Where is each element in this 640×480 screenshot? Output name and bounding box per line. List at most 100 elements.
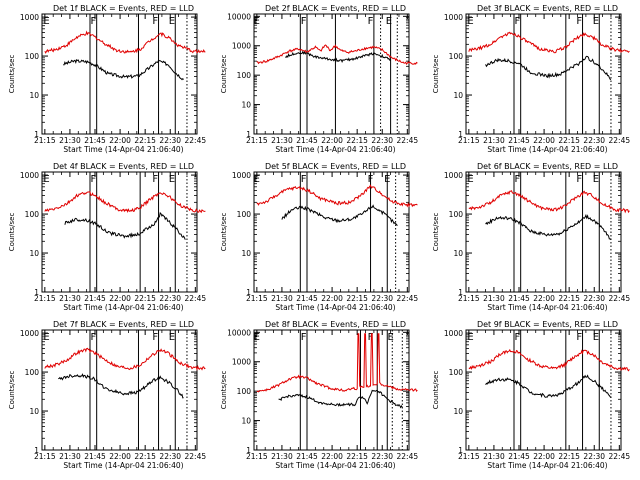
chart-title: Det 9f BLACK = Events, RED = LLD xyxy=(477,320,618,329)
plot-frame xyxy=(41,329,198,451)
y-tick-label: 1000 xyxy=(232,171,251,180)
y-axis-label: Counts/sec xyxy=(432,55,440,94)
segment-letter: E xyxy=(593,332,599,343)
y-axis-label: Counts/sec xyxy=(220,371,228,410)
x-tick-label: 21:15 xyxy=(246,452,268,461)
lld-series-line xyxy=(468,190,630,214)
lld-series-line xyxy=(256,44,418,66)
chart-title: Det 2f BLACK = Events, RED = LLD xyxy=(265,4,406,13)
segment-letter: E xyxy=(254,332,260,343)
y-axis-label: Counts/sec xyxy=(8,55,16,94)
x-tick-label: 21:45 xyxy=(296,136,318,145)
y-tick-label: 100 xyxy=(25,210,40,219)
x-tick-label: 21:30 xyxy=(271,452,293,461)
segment-letter: E xyxy=(43,16,49,27)
x-tick-label: 22:00 xyxy=(109,136,131,145)
x-tick-label: 22:45 xyxy=(397,136,419,145)
segment-letter: E xyxy=(467,174,473,185)
segment-letter: F xyxy=(576,174,582,185)
events-series-line xyxy=(63,58,184,81)
plot-frame xyxy=(41,171,198,293)
x-tick-label: 21:15 xyxy=(34,452,56,461)
detector-chart-8: Det 8f BLACK = Events, RED = LLD Counts/s… xyxy=(220,320,418,470)
x-tick-label: 21:15 xyxy=(34,136,56,145)
segment-letter: E xyxy=(386,16,392,27)
x-tick-label: 21:30 xyxy=(59,136,81,145)
x-tick-label: 21:45 xyxy=(84,136,106,145)
y-tick-label: 1000 xyxy=(444,329,463,338)
x-tick-label: 21:30 xyxy=(483,452,505,461)
y-tick-label: 10 xyxy=(29,249,39,258)
x-tick-label: 22:30 xyxy=(583,136,605,145)
chart-title: Det 8f BLACK = Events, RED = LLD xyxy=(265,320,406,329)
segment-letter: F xyxy=(514,16,520,27)
x-axis-label: Start Time (14-Apr-04 21:06:40) xyxy=(275,303,395,312)
events-series-line xyxy=(64,211,186,240)
y-axis-label: Counts/sec xyxy=(432,371,440,410)
segment-letter: E xyxy=(169,16,175,27)
segment-letter: F xyxy=(368,16,374,27)
x-tick-label: 22:15 xyxy=(558,452,580,461)
y-tick-label: 10 xyxy=(453,249,463,258)
y-tick-label: 1 xyxy=(246,130,251,139)
x-tick-label: 21:45 xyxy=(84,294,106,303)
x-tick-label: 22:00 xyxy=(533,294,555,303)
x-tick-label: 21:45 xyxy=(508,136,530,145)
y-tick-label: 1000 xyxy=(232,358,251,367)
segment-letter: F xyxy=(576,332,582,343)
plot-frame xyxy=(253,13,410,135)
x-axis-label: Start Time (14-Apr-04 21:06:40) xyxy=(63,303,183,312)
y-tick-label: 1 xyxy=(34,130,39,139)
lld-series-line xyxy=(44,347,206,371)
x-tick-label: 21:30 xyxy=(59,452,81,461)
y-tick-label: 10 xyxy=(453,407,463,416)
x-tick-label: 22:45 xyxy=(397,452,419,461)
x-tick-label: 22:45 xyxy=(609,294,631,303)
x-tick-label: 21:45 xyxy=(84,452,106,461)
y-tick-label: 1000 xyxy=(20,13,39,22)
y-tick-label: 1000 xyxy=(444,171,463,180)
x-tick-label: 22:00 xyxy=(321,452,343,461)
segment-letter: F xyxy=(152,332,158,343)
y-tick-label: 10 xyxy=(453,91,463,100)
x-tick-label: 22:00 xyxy=(533,136,555,145)
x-tick-label: 21:45 xyxy=(508,452,530,461)
x-axis-label: Start Time (14-Apr-04 21:06:40) xyxy=(275,145,395,154)
lld-series-line xyxy=(256,333,418,393)
segment-letter: F xyxy=(90,332,96,343)
x-tick-label: 22:30 xyxy=(583,452,605,461)
segment-letter: F xyxy=(301,16,307,27)
y-tick-label: 10000 xyxy=(227,12,251,21)
segment-letter: E xyxy=(467,332,473,343)
y-tick-label: 100 xyxy=(237,210,252,219)
detector-chart-6: Det 6f BLACK = Events, RED = LLD Counts/s… xyxy=(432,162,630,312)
events-series-line xyxy=(485,213,612,241)
chart-title: Det 1f BLACK = Events, RED = LLD xyxy=(53,4,194,13)
x-tick-label: 22:30 xyxy=(371,136,393,145)
y-tick-label: 1 xyxy=(34,288,39,297)
y-tick-label: 1000 xyxy=(444,13,463,22)
segment-letter: E xyxy=(593,174,599,185)
events-series-line xyxy=(58,373,184,399)
segment-letter: F xyxy=(152,174,158,185)
y-tick-label: 100 xyxy=(449,210,464,219)
segment-letter: F xyxy=(368,174,374,185)
x-tick-label: 22:15 xyxy=(346,136,368,145)
x-tick-label: 21:15 xyxy=(246,294,268,303)
x-tick-label: 22:00 xyxy=(321,294,343,303)
x-tick-label: 21:30 xyxy=(483,136,505,145)
y-tick-label: 10 xyxy=(241,101,251,110)
x-tick-label: 21:45 xyxy=(296,452,318,461)
events-series-line xyxy=(485,55,612,80)
plot-frame xyxy=(465,171,622,293)
x-tick-label: 21:15 xyxy=(458,452,480,461)
y-axis-label: Counts/sec xyxy=(220,55,228,94)
events-series-line xyxy=(284,50,391,64)
x-tick-label: 22:30 xyxy=(159,294,181,303)
chart-title: Det 4f BLACK = Events, RED = LLD xyxy=(53,162,194,171)
x-tick-label: 21:30 xyxy=(271,136,293,145)
x-tick-label: 21:30 xyxy=(271,294,293,303)
x-axis-label: Start Time (14-Apr-04 21:06:40) xyxy=(487,461,607,470)
detector-chart-7: Det 7f BLACK = Events, RED = LLD Counts/s… xyxy=(8,320,206,470)
